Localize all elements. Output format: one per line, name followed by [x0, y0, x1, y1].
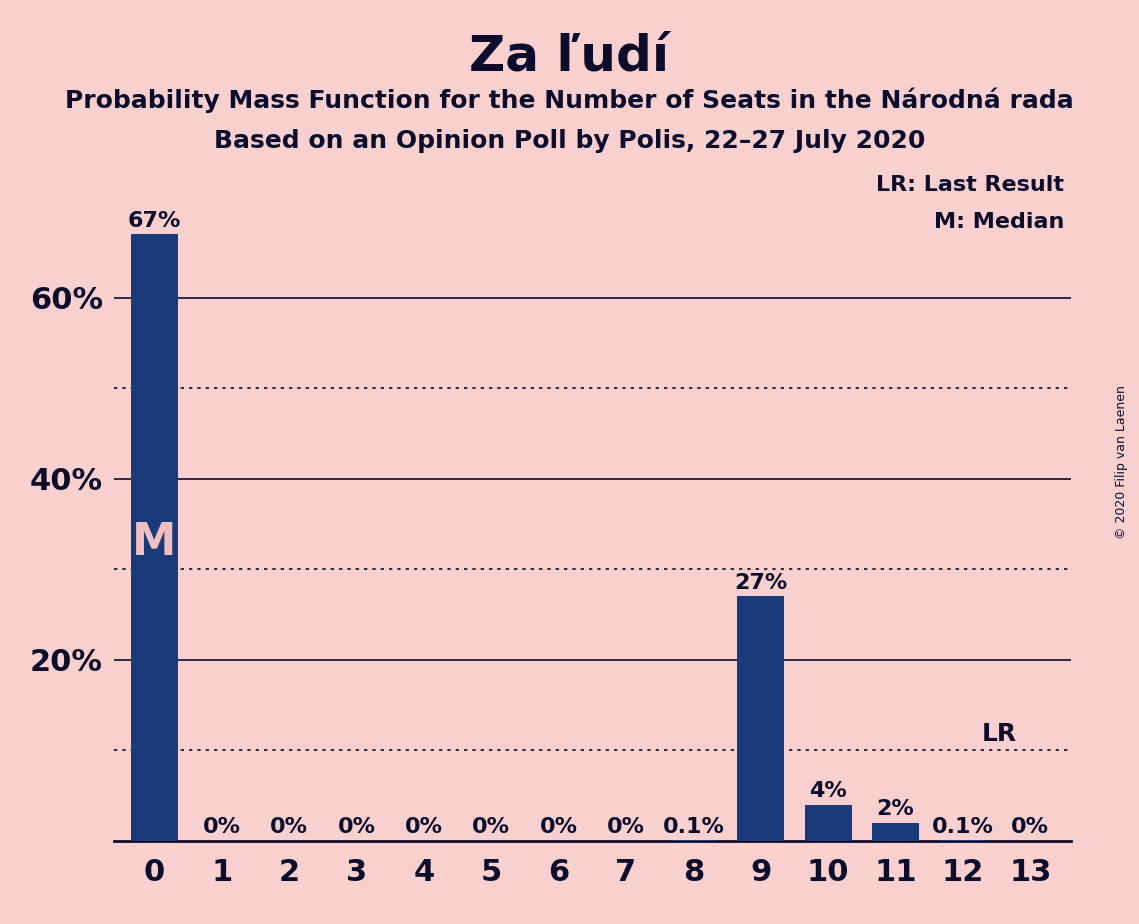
- Text: 0%: 0%: [1011, 817, 1049, 837]
- Text: 0%: 0%: [540, 817, 577, 837]
- Text: M: Median: M: Median: [934, 212, 1064, 232]
- Text: 67%: 67%: [128, 211, 181, 231]
- Text: Za ľudí: Za ľudí: [469, 32, 670, 80]
- Bar: [871, 822, 919, 841]
- Text: Based on an Opinion Poll by Polis, 22–27 July 2020: Based on an Opinion Poll by Polis, 22–27…: [214, 129, 925, 153]
- Text: 0%: 0%: [473, 817, 510, 837]
- Text: 27%: 27%: [735, 573, 787, 593]
- Bar: [737, 596, 785, 841]
- Text: 0%: 0%: [404, 817, 443, 837]
- Bar: [131, 235, 178, 841]
- Text: 0.1%: 0.1%: [663, 817, 724, 837]
- Text: 0%: 0%: [203, 817, 240, 837]
- Text: LR: LR: [982, 722, 1017, 746]
- Text: 0.1%: 0.1%: [932, 817, 994, 837]
- Text: M: M: [132, 520, 177, 564]
- Text: 4%: 4%: [809, 781, 847, 801]
- Text: 0%: 0%: [270, 817, 308, 837]
- Text: 0%: 0%: [337, 817, 376, 837]
- Text: LR: Last Result: LR: Last Result: [876, 176, 1064, 196]
- Bar: [804, 805, 852, 841]
- Text: 2%: 2%: [877, 799, 915, 819]
- Text: Probability Mass Function for the Number of Seats in the Národná rada: Probability Mass Function for the Number…: [65, 88, 1074, 114]
- Text: © 2020 Filip van Laenen: © 2020 Filip van Laenen: [1115, 385, 1129, 539]
- Text: 0%: 0%: [607, 817, 645, 837]
